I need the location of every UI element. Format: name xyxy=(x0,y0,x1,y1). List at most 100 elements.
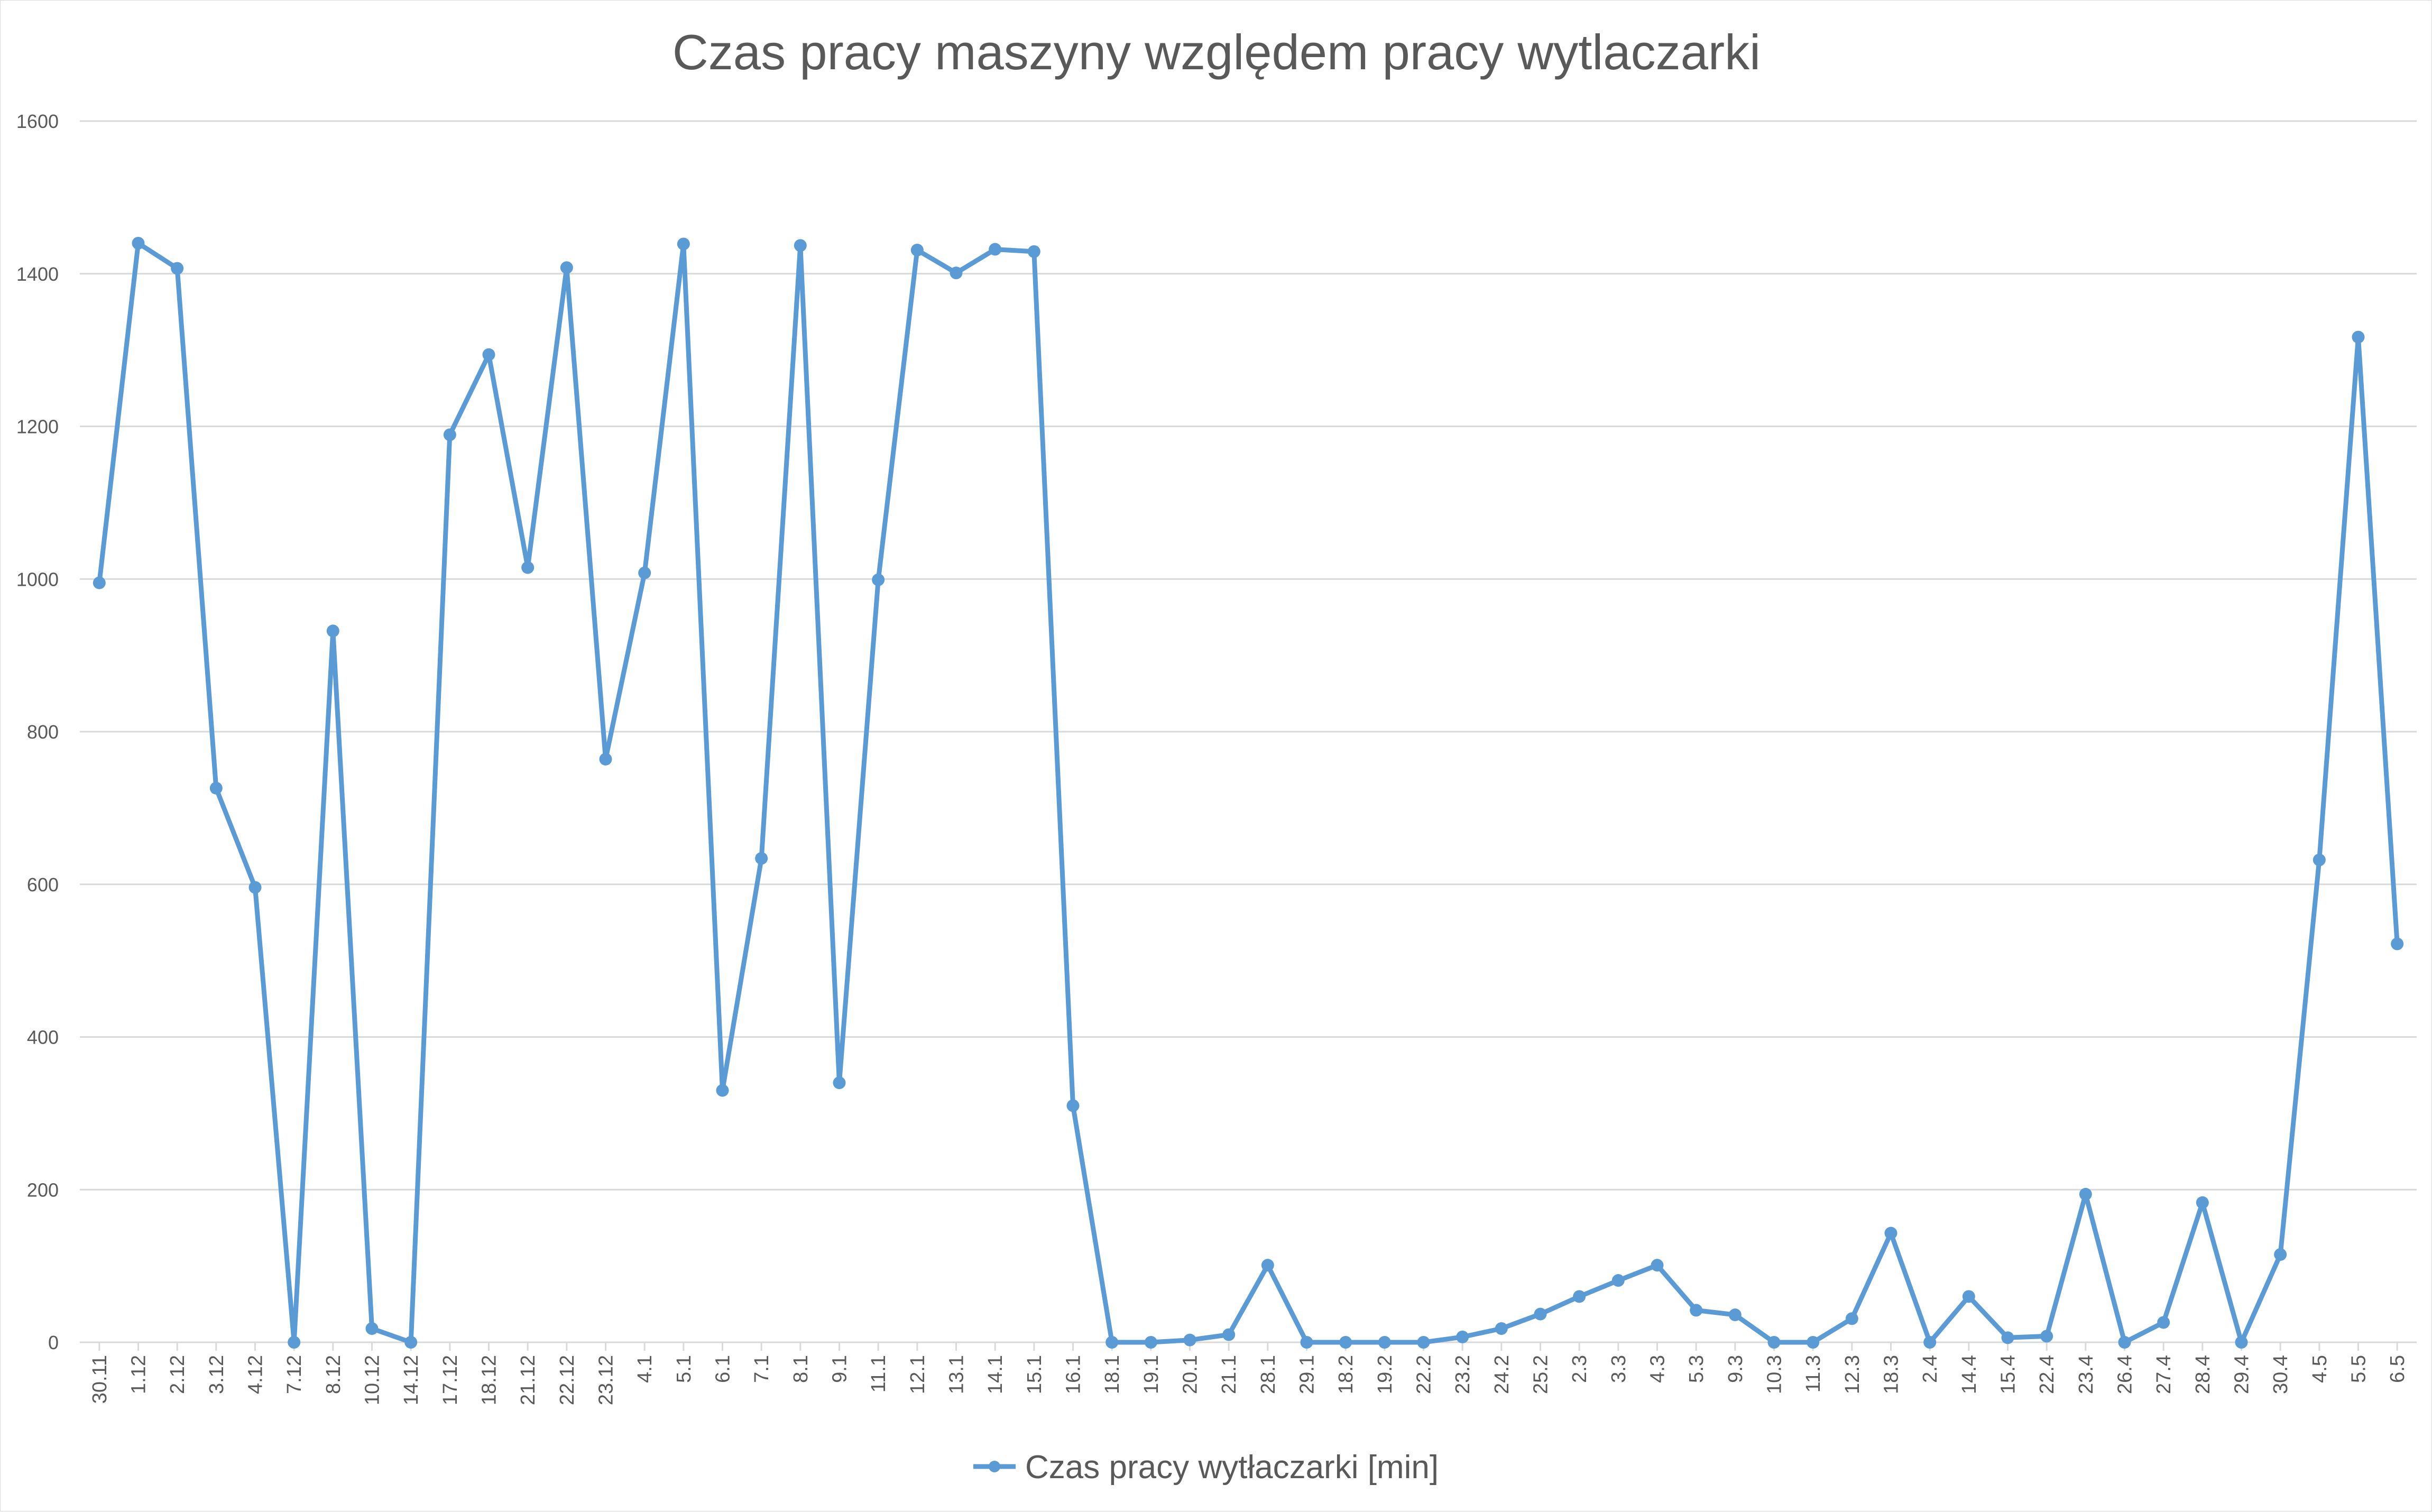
data-point xyxy=(794,239,807,252)
x-tick-label: 1.12 xyxy=(128,1355,150,1394)
x-tick-label: 18.3 xyxy=(1881,1355,1903,1394)
data-point xyxy=(2079,1187,2092,1201)
data-point xyxy=(638,566,651,579)
x-tick-label: 2.4 xyxy=(1919,1355,1941,1383)
data-point xyxy=(1261,1259,1274,1272)
x-tick-label: 2.12 xyxy=(167,1355,189,1394)
data-point xyxy=(209,781,223,795)
x-tick-label: 22.4 xyxy=(2036,1355,2058,1394)
data-point xyxy=(1728,1308,1742,1322)
x-tick-label: 22.2 xyxy=(1413,1355,1435,1394)
data-point xyxy=(1923,1336,1937,1349)
data-point xyxy=(2391,937,2404,951)
x-tick-label: 26.4 xyxy=(2114,1355,2136,1394)
x-tick-label: 20.1 xyxy=(1180,1355,1202,1394)
x-tick-label: 8.12 xyxy=(323,1355,345,1394)
x-tick-label: 11.1 xyxy=(868,1355,890,1393)
x-tick-label: 18.1 xyxy=(1101,1355,1123,1394)
data-point xyxy=(1106,1336,1119,1349)
data-point xyxy=(2040,1330,2053,1343)
y-tick-label: 200 xyxy=(27,1179,59,1201)
x-tick-label: 13.1 xyxy=(946,1355,968,1394)
data-point xyxy=(1144,1336,1157,1349)
x-tick-label: 12.3 xyxy=(1841,1355,1864,1394)
x-tick-label: 17.12 xyxy=(439,1355,462,1405)
x-tick-label: 24.2 xyxy=(1491,1355,1513,1394)
x-tick-label: 7.12 xyxy=(283,1355,306,1394)
data-point xyxy=(1573,1290,1586,1303)
data-point xyxy=(2313,853,2326,866)
data-point xyxy=(1378,1336,1391,1349)
data-point xyxy=(716,1084,729,1097)
x-tick-label: 30.11 xyxy=(89,1355,111,1404)
data-point xyxy=(560,261,573,274)
x-tick-label: 28.4 xyxy=(2192,1355,2214,1394)
x-tick-label: 5.1 xyxy=(673,1355,695,1383)
x-tick-label: 10.12 xyxy=(362,1355,384,1405)
data-point xyxy=(2001,1331,2014,1344)
x-tick-label: 23.2 xyxy=(1452,1355,1474,1394)
data-point xyxy=(2118,1336,2131,1349)
x-tick-label: 15.1 xyxy=(1024,1355,1046,1394)
chart-title: Czas pracy maszyny względem pracy wytlac… xyxy=(673,24,1761,80)
data-point xyxy=(521,561,535,574)
data-point xyxy=(1845,1312,1858,1325)
x-tick-label: 8.1 xyxy=(790,1355,812,1383)
y-tick-label: 1400 xyxy=(16,263,59,285)
data-point xyxy=(1690,1304,1703,1317)
x-tick-label: 3.3 xyxy=(1608,1355,1630,1383)
data-point xyxy=(482,348,495,361)
x-tick-label: 18.12 xyxy=(478,1355,501,1405)
data-point xyxy=(989,243,1002,256)
x-tick-label: 7.1 xyxy=(751,1355,773,1383)
x-tick-label: 4.3 xyxy=(1647,1355,1669,1383)
legend-point-marker xyxy=(989,1461,1000,1472)
data-point xyxy=(1884,1227,1897,1240)
data-point xyxy=(755,852,768,865)
y-tick-label: 600 xyxy=(27,874,59,896)
data-point xyxy=(910,243,924,256)
data-point xyxy=(1300,1336,1313,1349)
y-tick-label: 1000 xyxy=(16,568,59,590)
x-tick-label: 28.1 xyxy=(1257,1355,1279,1394)
data-point xyxy=(1183,1333,1196,1347)
data-point xyxy=(2235,1336,2248,1349)
x-tick-label: 15.4 xyxy=(1997,1355,2020,1394)
x-tick-label: 12.1 xyxy=(907,1355,929,1394)
x-tick-label: 2.3 xyxy=(1569,1355,1591,1383)
data-point xyxy=(1456,1330,1469,1343)
x-tick-label: 30.4 xyxy=(2270,1355,2292,1394)
series-line xyxy=(97,241,2400,1345)
x-tick-label: 16.1 xyxy=(1063,1355,1085,1394)
data-point xyxy=(872,573,885,586)
y-axis-ticks: 0 200 400 600 800 1000 1200 1400 1600 xyxy=(16,110,59,1353)
x-tick-label: 4.1 xyxy=(634,1355,656,1383)
data-point xyxy=(2352,330,2365,344)
x-tick-label: 18.2 xyxy=(1335,1355,1357,1394)
data-point xyxy=(677,237,690,251)
x-tick-label: 6.1 xyxy=(712,1355,734,1383)
data-point xyxy=(833,1076,846,1090)
y-tick-label: 1600 xyxy=(16,110,59,132)
x-tick-label: 21.12 xyxy=(517,1355,539,1405)
x-tick-label: 5.3 xyxy=(1685,1355,1708,1383)
x-tick-label: 14.4 xyxy=(1958,1355,1980,1394)
data-point xyxy=(288,1336,301,1349)
data-point xyxy=(1027,245,1040,258)
data-point xyxy=(1222,1328,1236,1341)
x-tick-label: 27.4 xyxy=(2153,1355,2175,1394)
x-tick-label: 29.4 xyxy=(2231,1355,2253,1394)
data-point xyxy=(2274,1248,2287,1261)
x-tick-label: 22.12 xyxy=(556,1355,578,1405)
data-point xyxy=(1534,1307,1547,1321)
data-point xyxy=(1066,1099,1080,1112)
data-point xyxy=(93,576,106,589)
y-tick-label: 800 xyxy=(27,721,59,743)
x-tick-label: 3.12 xyxy=(206,1355,228,1394)
x-tick-label: 9.1 xyxy=(829,1355,851,1383)
data-point xyxy=(2157,1316,2170,1329)
x-tick-label: 19.1 xyxy=(1140,1355,1163,1394)
data-point xyxy=(404,1336,418,1349)
y-tick-label: 400 xyxy=(27,1027,59,1048)
